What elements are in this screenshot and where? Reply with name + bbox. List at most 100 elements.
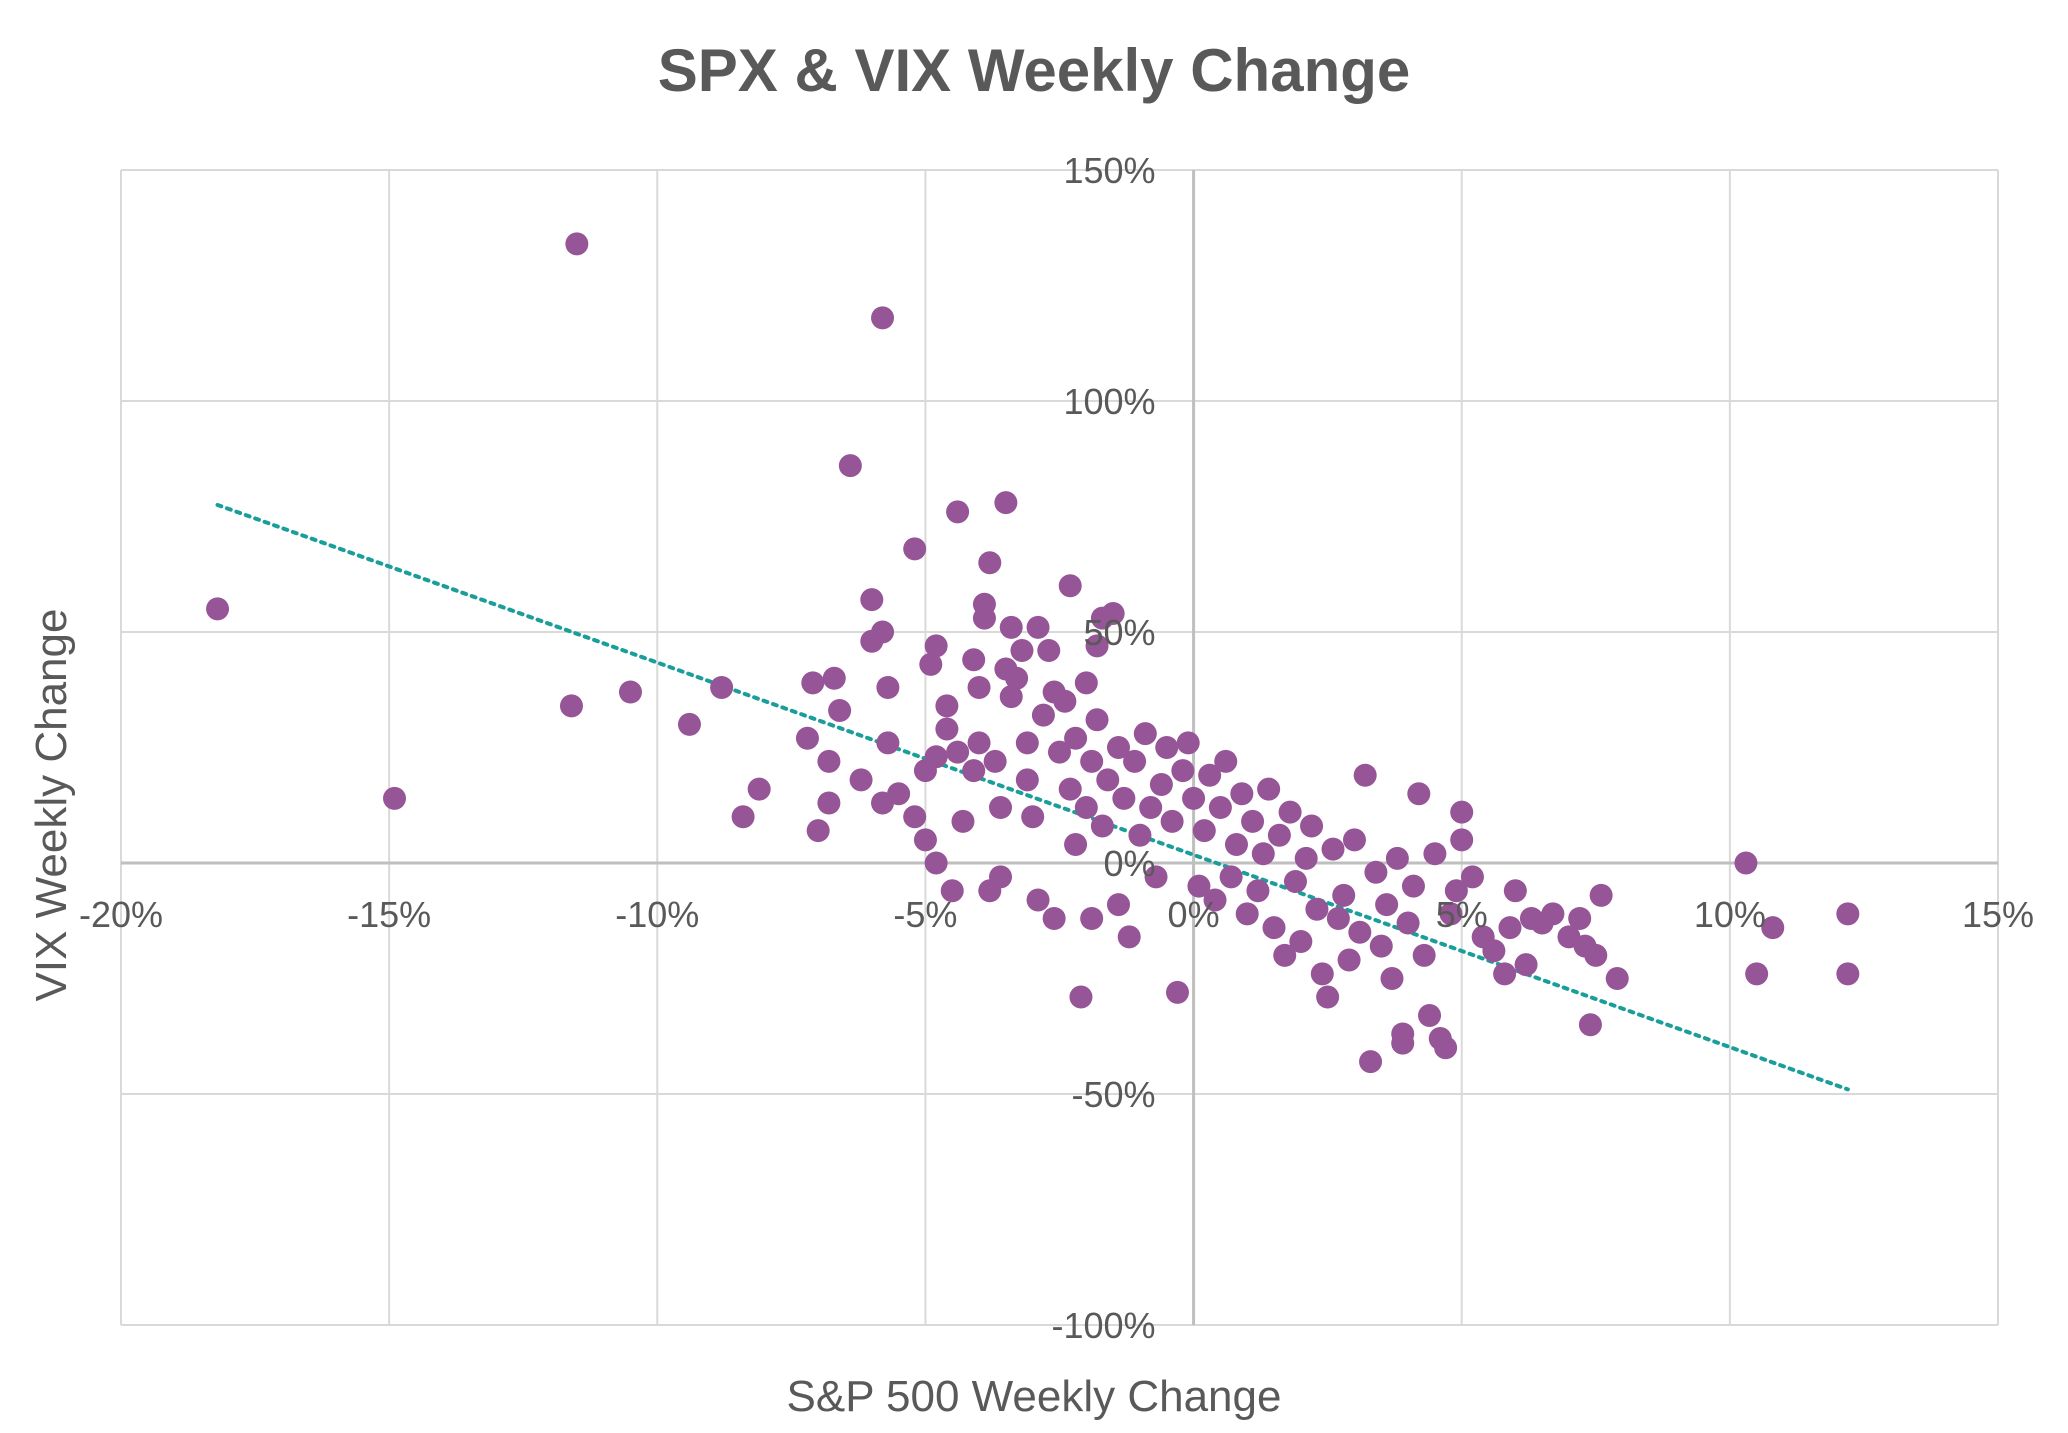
data-point [1294, 846, 1318, 870]
data-point [1015, 731, 1039, 755]
data-point [710, 675, 734, 699]
data-point [935, 717, 959, 741]
data-point [903, 805, 927, 829]
data-point [795, 726, 819, 750]
data-point [1605, 967, 1629, 990]
data-point [1064, 833, 1088, 857]
data-point [1434, 1036, 1458, 1060]
data-point [999, 685, 1023, 709]
data-point [1283, 869, 1307, 893]
data-point [1359, 1050, 1383, 1074]
data-point [1214, 749, 1238, 773]
data-point [967, 675, 991, 699]
x-tick-label: -5% [893, 894, 957, 935]
x-tick-label: 15% [1962, 894, 2034, 935]
data-point [1332, 883, 1356, 907]
data-point [876, 675, 900, 699]
data-point [1069, 985, 1093, 1009]
data-point [817, 791, 841, 815]
data-point [1460, 865, 1484, 889]
data-point [1401, 874, 1425, 898]
data-point [1541, 902, 1565, 926]
data-point [801, 671, 825, 695]
data-point [1106, 736, 1130, 759]
data-point [1503, 879, 1527, 903]
data-point [1734, 851, 1758, 875]
data-point [913, 828, 937, 852]
data-point [1235, 902, 1259, 926]
data-point [860, 588, 884, 612]
x-axis-title: S&P 500 Weekly Change [786, 1372, 1282, 1421]
data-point [951, 809, 975, 833]
data-point [1031, 703, 1055, 727]
data-point [1246, 879, 1270, 903]
data-point [1375, 893, 1399, 917]
data-point [1058, 574, 1082, 598]
data-point [1761, 916, 1785, 940]
data-point [206, 597, 230, 621]
data-point [1391, 1031, 1415, 1055]
data-point [1257, 777, 1281, 801]
data-point [1074, 671, 1098, 695]
data-point [871, 620, 895, 644]
data-point [1369, 934, 1393, 958]
y-tick-labels: -100% -50% 0% 50% 100% 150% [1052, 150, 1156, 1346]
y-tick-label: 150% [1063, 150, 1155, 191]
data-point [978, 551, 1002, 575]
data-point [1380, 967, 1404, 990]
x-tick-label: -20% [79, 894, 163, 935]
data-point [983, 749, 1007, 773]
data-point [962, 759, 986, 783]
data-point [1423, 842, 1447, 866]
data-point [1241, 809, 1265, 833]
data-point [1326, 906, 1350, 930]
data-point [946, 740, 970, 764]
data-point [1310, 962, 1334, 986]
data-point [1198, 763, 1222, 787]
data-point [1090, 814, 1114, 838]
data-point [871, 306, 895, 330]
data-point [1289, 930, 1313, 954]
data-point [1342, 828, 1366, 852]
data-point [1450, 828, 1474, 852]
data-point [1037, 638, 1061, 662]
data-point [1080, 749, 1104, 773]
data-point [1149, 772, 1173, 796]
data-point [1021, 805, 1045, 829]
data-point [1106, 893, 1130, 917]
data-point [1321, 837, 1345, 861]
x-tick-label: 0% [1168, 894, 1220, 935]
data-point [1144, 865, 1168, 889]
data-point [1482, 939, 1506, 963]
data-point [876, 731, 900, 755]
data-point [1176, 731, 1200, 755]
data-point [1101, 602, 1125, 626]
data-point [1273, 943, 1297, 967]
data-point [1418, 1003, 1442, 1027]
data-point [1015, 768, 1039, 792]
trendline [215, 502, 1850, 1092]
data-point [1182, 786, 1206, 810]
data-point [1493, 962, 1517, 986]
data-point [1085, 634, 1109, 658]
data-point [989, 865, 1013, 889]
data-point [1123, 749, 1147, 773]
data-point [962, 648, 986, 672]
data-point [1155, 736, 1179, 759]
data-point [1267, 823, 1291, 847]
y-tick-label: 0% [1104, 843, 1156, 884]
data-point [972, 592, 996, 616]
data-point [1396, 911, 1420, 935]
data-point [924, 851, 948, 875]
y-axis-title: VIX Weekly Change [27, 608, 76, 1002]
data-point [1096, 768, 1120, 792]
data-point [822, 666, 846, 690]
data-point [1080, 906, 1104, 930]
data-point [994, 491, 1018, 515]
y-tick-label: -100% [1052, 1305, 1156, 1346]
data-point [1568, 906, 1592, 930]
chart-title: SPX & VIX Weekly Change [657, 37, 1411, 104]
data-point [1048, 740, 1071, 764]
data-point [903, 537, 927, 561]
x-tick-labels: -20% -15% -10% -5% 0% 5% 10% 15% [79, 894, 2034, 935]
